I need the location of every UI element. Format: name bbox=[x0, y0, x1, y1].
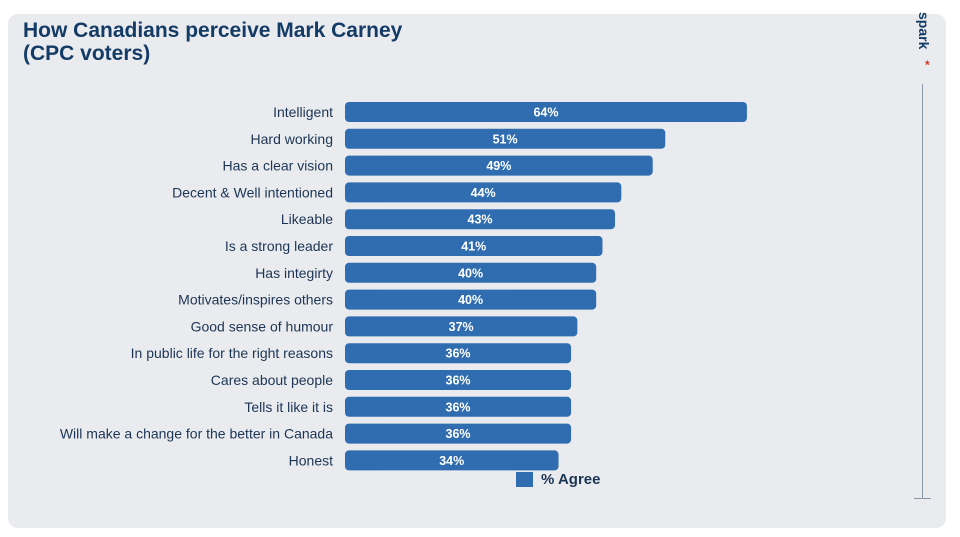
bar bbox=[345, 262, 597, 283]
spark-logo: spark * bbox=[912, 12, 936, 72]
category-label: Hard working bbox=[251, 131, 333, 147]
category-label: Honest bbox=[289, 452, 333, 468]
bar bbox=[345, 450, 559, 471]
category-label: Likeable bbox=[281, 211, 333, 227]
brand-star-icon: * bbox=[925, 58, 930, 72]
category-label: Motivates/inspires others bbox=[178, 292, 333, 308]
bar bbox=[345, 343, 572, 364]
category-label: Has integirty bbox=[255, 265, 333, 281]
category-label: Has a clear vision bbox=[223, 158, 334, 174]
bar bbox=[345, 316, 578, 337]
bar-value-label: 36% bbox=[446, 347, 471, 361]
legend: % Agree bbox=[516, 471, 600, 488]
bar-value-label: 34% bbox=[439, 454, 464, 468]
bar-value-label: 36% bbox=[446, 374, 471, 388]
bar bbox=[345, 423, 572, 444]
category-label: Good sense of humour bbox=[191, 318, 334, 334]
category-label: Tells it like it is bbox=[244, 399, 333, 415]
category-label: In public life for the right reasons bbox=[131, 345, 333, 361]
bar-value-label: 41% bbox=[461, 240, 486, 254]
bar bbox=[345, 182, 622, 203]
bar-value-label: 64% bbox=[533, 106, 558, 120]
bar-value-label: 37% bbox=[449, 320, 474, 334]
bar-value-label: 51% bbox=[493, 132, 518, 146]
bar-value-label: 40% bbox=[458, 266, 483, 280]
bar-value-label: 44% bbox=[471, 186, 496, 200]
bar-value-label: 40% bbox=[458, 293, 483, 307]
bar bbox=[345, 209, 616, 230]
legend-swatch bbox=[516, 472, 533, 487]
bar-value-label: 43% bbox=[468, 213, 493, 227]
bar-value-label: 36% bbox=[446, 427, 471, 441]
chart-title: How Canadians perceive Mark Carney (CPC … bbox=[23, 19, 403, 65]
category-label: Cares about people bbox=[211, 372, 333, 388]
bar bbox=[345, 370, 572, 390]
brand-rule-foot bbox=[914, 498, 931, 499]
category-label: Intelligent bbox=[273, 104, 333, 120]
legend-label: % Agree bbox=[541, 471, 601, 488]
category-label: Decent & Well intentioned bbox=[172, 184, 333, 200]
category-label: Will make a change for the better in Can… bbox=[60, 426, 333, 442]
bar bbox=[345, 102, 747, 122]
bar bbox=[345, 396, 572, 417]
brand-rule bbox=[922, 84, 923, 498]
bar bbox=[345, 236, 603, 256]
bar-value-label: 36% bbox=[446, 400, 471, 414]
category-label: Is a strong leader bbox=[225, 238, 334, 254]
bar bbox=[345, 289, 597, 310]
bar-value-label: 49% bbox=[486, 159, 511, 173]
bar bbox=[345, 155, 653, 176]
bar bbox=[345, 128, 666, 149]
